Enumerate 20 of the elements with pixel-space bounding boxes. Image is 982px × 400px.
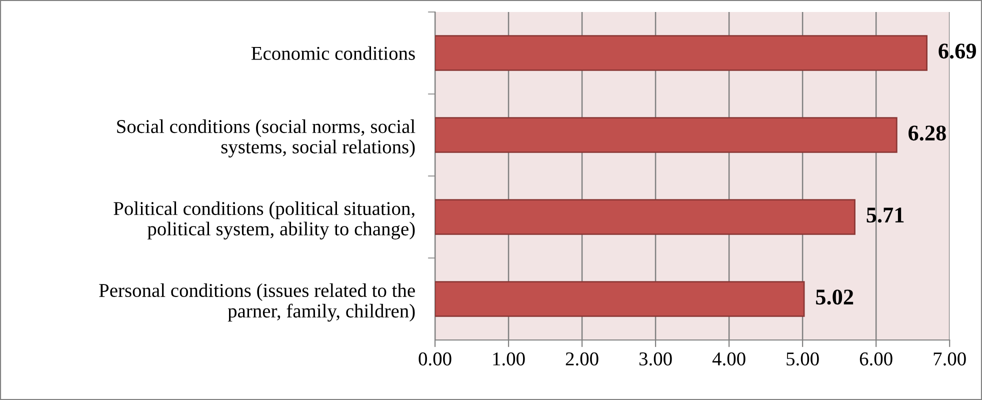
y-tick-label: Economic conditions	[251, 46, 415, 60]
x-tick-label: 0.00	[418, 352, 452, 366]
x-tick-label: 6.00	[860, 352, 892, 366]
x-tick-label: 1.00	[493, 352, 525, 366]
data-label: 5.71	[866, 208, 904, 223]
y-tick-label: Social conditions (social norms, social systems, social relations)	[117, 119, 416, 158]
x-tick-label: 3.00	[639, 352, 672, 366]
x-tick-label: 7.00	[934, 352, 966, 366]
data-label: 5.02	[816, 290, 854, 305]
bar	[435, 281, 805, 317]
y-tick-label: Political conditions (political situation, political system, ability to change)	[114, 201, 415, 240]
bar	[435, 35, 928, 71]
bar	[435, 199, 856, 235]
y-tick-label: Personal conditions (issues related to the parner, family, children)	[99, 283, 415, 322]
x-tick-label: 5.00	[786, 352, 819, 366]
bar	[435, 117, 898, 153]
x-tick-label: 4.00	[712, 352, 746, 366]
data-label: 6.69	[938, 44, 976, 59]
data-label: 6.28	[908, 126, 946, 141]
x-tick-label: 2.00	[566, 352, 598, 366]
